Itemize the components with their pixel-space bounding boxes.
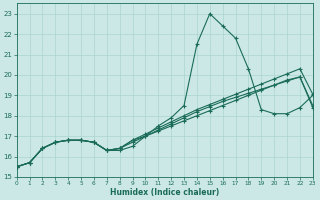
X-axis label: Humidex (Indice chaleur): Humidex (Indice chaleur) — [110, 188, 219, 197]
